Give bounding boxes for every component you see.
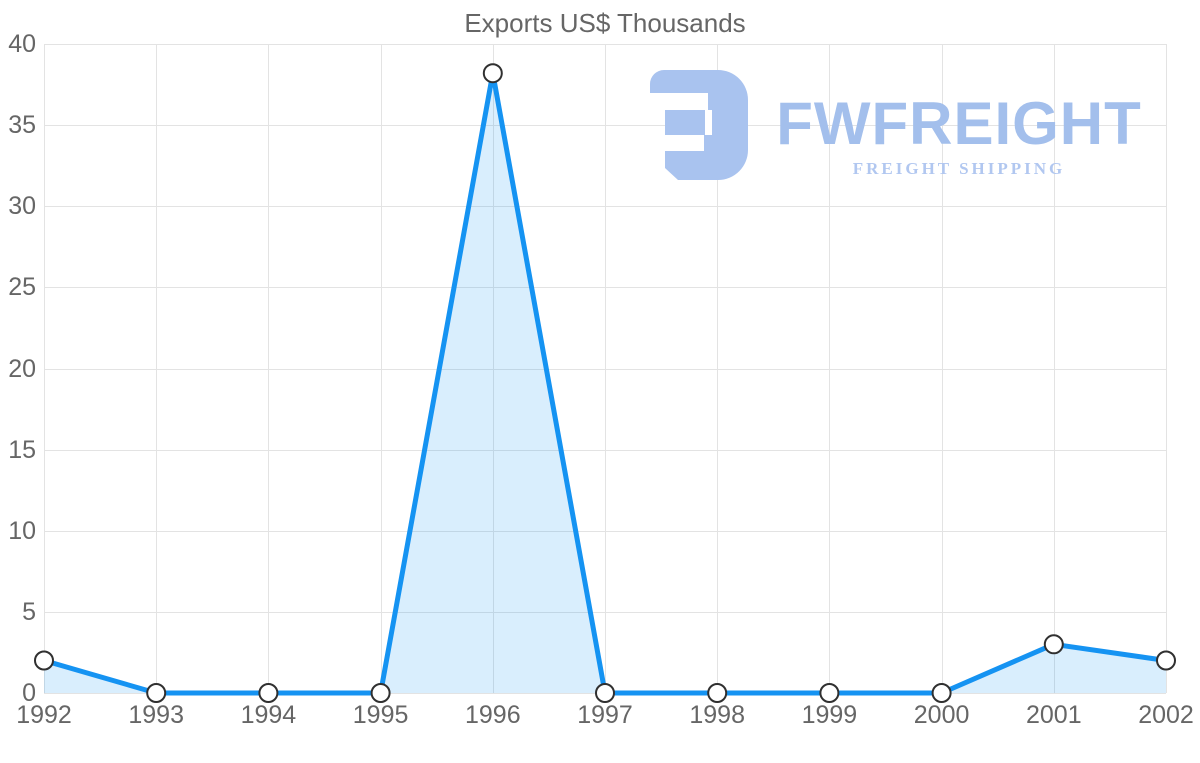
gridline-vertical [1166, 44, 1167, 693]
gridline-vertical [44, 44, 45, 693]
logo-brand-text: FWFREIGHT [776, 90, 1142, 157]
logo-mark-shape [650, 70, 748, 180]
y-tick-label: 40 [8, 30, 36, 58]
y-tick-label: 35 [8, 111, 36, 140]
data-point-marker[interactable] [707, 683, 728, 703]
logo-tagline-text: FREIGHT SHIPPING [852, 159, 1066, 178]
y-tick-label: 0 [22, 679, 36, 707]
gridline-vertical [268, 44, 270, 693]
y-tick-label: 25 [8, 273, 36, 302]
data-point-marker[interactable] [595, 683, 615, 703]
x-tick-label: 1998 [689, 701, 745, 729]
data-point-marker[interactable] [931, 683, 952, 703]
x-tick-label: 2000 [913, 701, 970, 729]
gridline-vertical [1053, 44, 1055, 693]
x-tick-label: 2001 [1025, 701, 1082, 729]
logo-text-block: FWFREIGHT FREIGHT SHIPPING [773, 70, 1145, 179]
x-tick-label: 1993 [128, 701, 184, 729]
data-point-marker[interactable] [1156, 650, 1176, 671]
data-point-marker[interactable] [370, 683, 391, 703]
chart-title: Exports US$ Thousands [464, 8, 746, 38]
gridline-vertical [941, 44, 943, 693]
y-tick-label: 15 [8, 435, 36, 464]
data-point-marker[interactable] [819, 683, 840, 703]
y-tick-label: 30 [8, 192, 36, 221]
x-tick-label: 1996 [464, 701, 521, 729]
y-tick-label: 10 [8, 516, 36, 545]
x-tick-label: 1995 [352, 701, 409, 729]
gridline-vertical [492, 44, 494, 693]
x-tick-label: 2002 [1138, 701, 1194, 729]
data-point-marker[interactable] [34, 650, 54, 671]
x-tick-label: 1997 [577, 701, 633, 729]
gridline-vertical [717, 44, 719, 693]
gridline-vertical [380, 44, 382, 693]
data-point-marker[interactable] [258, 683, 279, 703]
fwfreight-logo-icon [648, 70, 748, 180]
watermark-logo: FWFREIGHT FREIGHT SHIPPING [648, 70, 1145, 180]
data-point-marker[interactable] [482, 63, 503, 84]
y-tick-label: 20 [8, 354, 36, 383]
series-svg [34, 63, 1176, 703]
data-point-marker[interactable] [1043, 634, 1064, 655]
gridline-vertical [156, 44, 158, 693]
x-tick-label: 1999 [801, 701, 858, 729]
x-tick-label: 1992 [16, 701, 72, 729]
data-point-marker[interactable] [146, 683, 167, 703]
x-tick-label: 1994 [240, 701, 297, 729]
gridline-vertical [605, 44, 606, 693]
y-tick-label: 5 [22, 597, 36, 626]
plot-area [34, 44, 1176, 703]
gridline-vertical [829, 44, 831, 693]
